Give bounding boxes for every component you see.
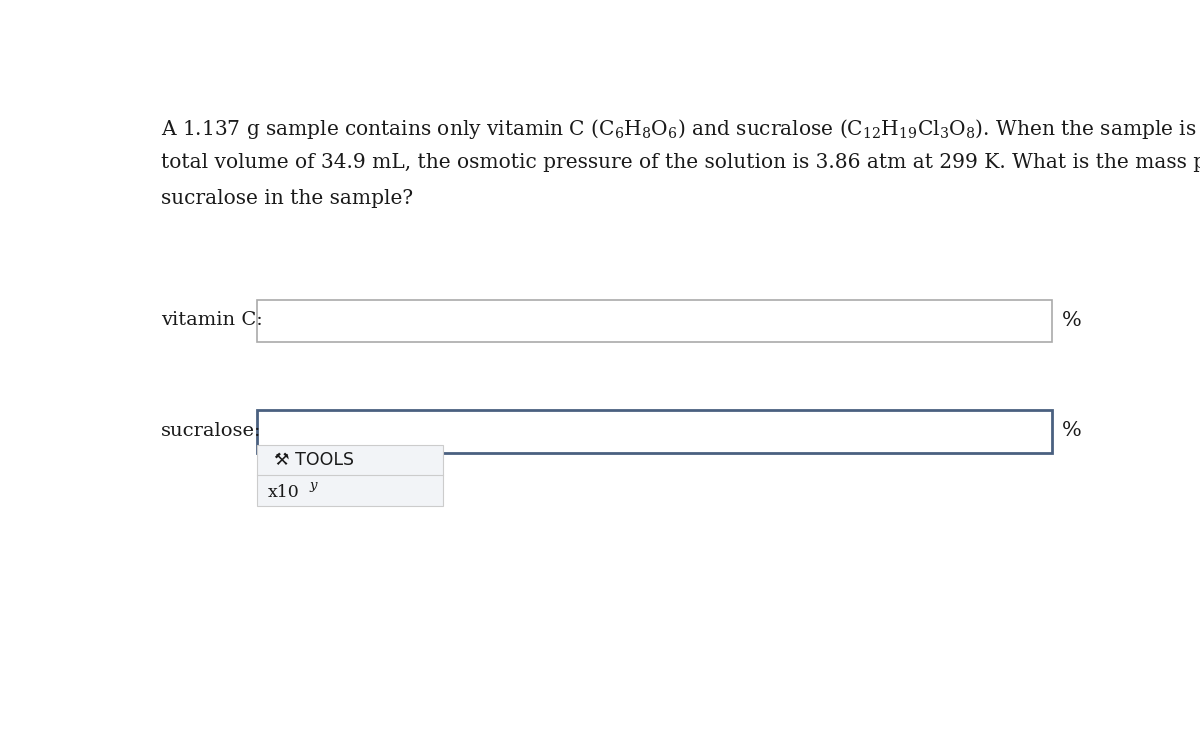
Text: vitamin C:: vitamin C: xyxy=(161,311,263,329)
FancyBboxPatch shape xyxy=(257,411,1052,453)
Text: sucralose in the sample?: sucralose in the sample? xyxy=(161,189,413,208)
FancyBboxPatch shape xyxy=(257,300,1052,342)
Text: %: % xyxy=(1062,311,1081,330)
Text: total volume of 34.9 mL, the osmotic pressure of the solution is 3.86 atm at 299: total volume of 34.9 mL, the osmotic pre… xyxy=(161,153,1200,172)
Text: ⚒ TOOLS: ⚒ TOOLS xyxy=(274,451,354,469)
Text: x10: x10 xyxy=(268,485,300,501)
FancyBboxPatch shape xyxy=(257,445,443,507)
Text: y: y xyxy=(310,479,318,492)
Text: A 1.137 g sample contains only vitamin C ($\mathregular{C_6H_8O_6}$) and sucralo: A 1.137 g sample contains only vitamin C… xyxy=(161,117,1200,140)
Text: sucralose:: sucralose: xyxy=(161,422,262,439)
Text: %: % xyxy=(1062,421,1081,440)
